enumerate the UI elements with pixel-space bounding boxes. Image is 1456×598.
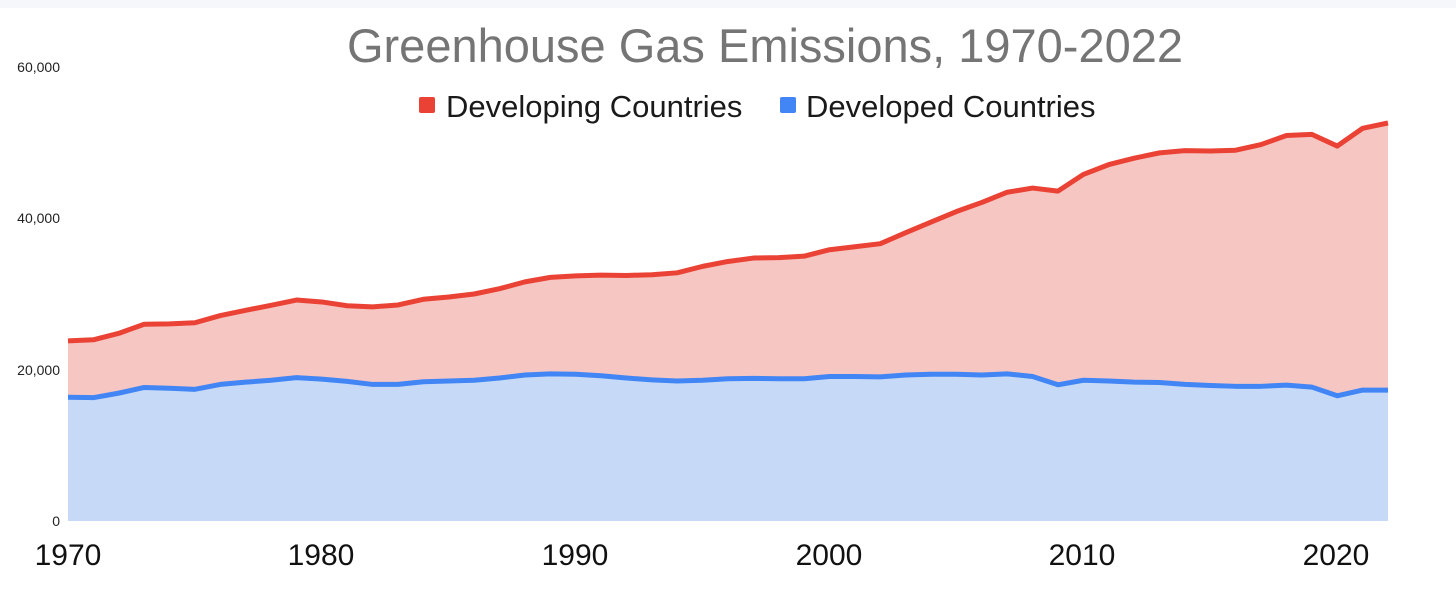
line-developing-countries: [67, 120, 1389, 344]
legend-label-developed: Developed Countries: [806, 89, 1096, 124]
plot-lines: [67, 120, 1389, 401]
x-axis: 1970 1980 1990 2000 2010 2020: [35, 539, 1370, 572]
legend-swatch-developed: [780, 97, 796, 113]
x-tick-label: 2020: [1303, 539, 1370, 572]
y-tick-label: 20,000: [17, 362, 60, 378]
legend-swatch-developing: [419, 97, 435, 113]
x-tick-label: 2000: [796, 539, 863, 572]
y-tick-label: 40,000: [17, 210, 60, 226]
x-tick-label: 1980: [288, 539, 355, 572]
x-tick-label: 1990: [542, 539, 609, 572]
y-tick-label: 60,000: [17, 59, 60, 75]
area-developed-countries: [68, 373, 1388, 521]
legend-label-developing: Developing Countries: [446, 89, 742, 124]
plot-areas: [68, 122, 1388, 521]
chart-title: Greenhouse Gas Emissions, 1970-2022: [347, 19, 1183, 72]
x-tick-label: 1970: [35, 539, 102, 572]
top-strip: [0, 0, 1456, 8]
line-developed-countries: [67, 371, 1388, 401]
x-tick-label: 2010: [1049, 539, 1116, 572]
legend: Developing Countries Developed Countries: [419, 89, 1096, 124]
y-tick-label: 0: [52, 513, 60, 529]
y-axis: 60,000 40,000 20,000 0: [17, 59, 60, 529]
